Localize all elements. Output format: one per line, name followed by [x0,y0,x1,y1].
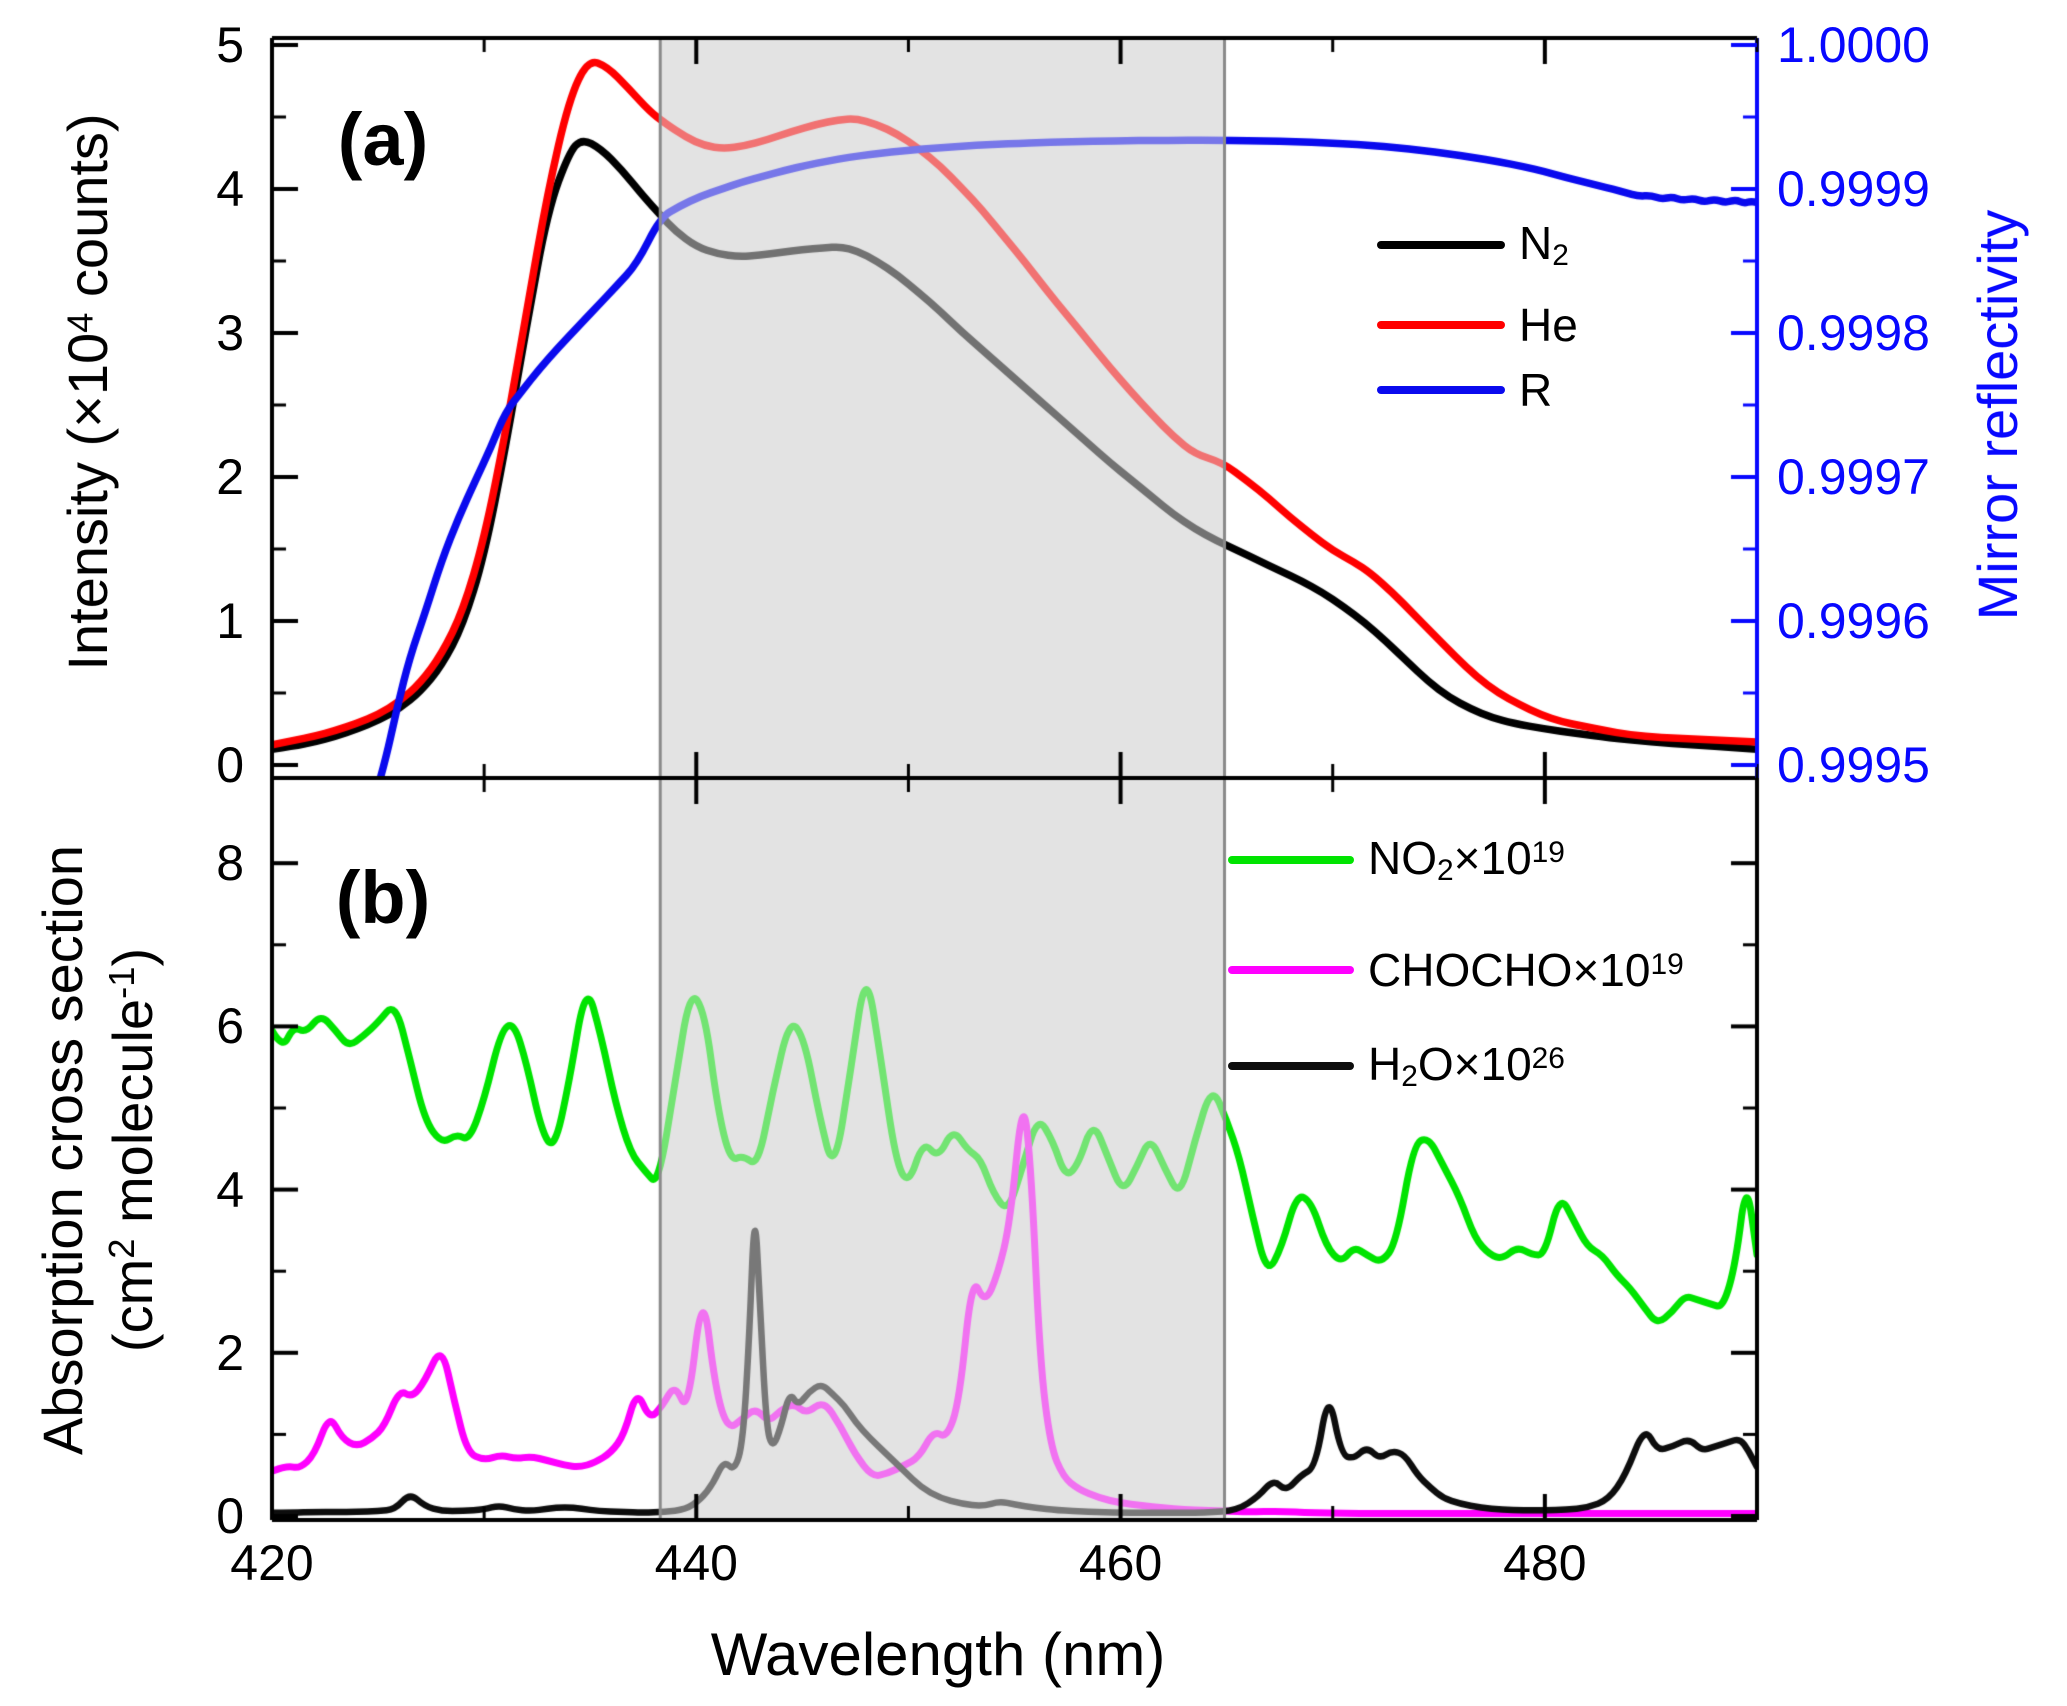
panel-b-y-axis-title: Absorption cross section (cm2 molecule-1… [28,845,168,1455]
panel-b-legend: NO2×1019 CHOCHO×1019 H2O×1026 [1228,820,1684,1106]
panel-b-y-axis-title-line2: (cm2 molecule-1) [100,947,164,1353]
panel-b-legend-item-CHOCHO×10^19: CHOCHO×1019 [1228,930,1684,1010]
panel-a-right-tick-label-1.0000: 1.0000 [1777,17,1930,73]
panel-a-legend-swatch-He [1377,321,1505,329]
panel-a-y-tick-label-4: 4 [216,161,244,217]
panel-a-right-tick-label-0.9998: 0.9998 [1777,305,1930,361]
panel-b-legend-item-NO2×10^19: NO2×1019 [1228,820,1684,900]
panel-a-right-tick-label-0.9995: 0.9995 [1777,737,1930,793]
panel-a-y-tick-label-2: 2 [216,449,244,505]
panel-b-legend-swatch-H2O×10^26 [1228,1062,1354,1070]
panel-a-legend-label-N2: N2 [1519,216,1569,272]
panel-a-legend-item-R: R [1377,360,1578,420]
panel-b-legend-label-H2O×10^26: H2O×1026 [1368,1037,1565,1093]
panel-a-y-tick-label-3: 3 [216,305,244,361]
panel-b-label: (b) [335,856,431,939]
x-axis-tick-label-480: 480 [1503,1535,1587,1591]
panel-b-legend-item-H2O×10^26: H2O×1026 [1228,1026,1684,1106]
panel-b-y-tick-label-6: 6 [216,998,244,1055]
x-axis-tick-label-460: 460 [1078,1535,1163,1591]
panel-a-legend-item-N2: N2 [1377,215,1578,275]
panel-b-legend-swatch-NO2×10^19 [1228,856,1354,864]
panel-a-right-tick-label-0.9999: 0.9999 [1777,161,1930,217]
panel-b-legend-swatch-CHOCHO×10^19 [1228,966,1354,974]
panel-a-right-tick-label-0.9997: 0.9997 [1777,449,1930,505]
panel-a-legend-label-He: He [1519,299,1578,351]
panel-a-right-axis-title: Mirror reflectivity [1966,209,2029,621]
panel-a-y-tick-label-1: 1 [216,593,244,649]
panel-b-y-tick-label-0: 0 [216,1488,244,1544]
panel-a-y-tick-label-0: 0 [216,737,244,793]
panel-b-y-tick-label-2: 2 [216,1324,244,1381]
panel-a-right-tick-label-0.9996: 0.9996 [1777,593,1930,649]
x-axis-tick-label-440: 440 [654,1535,738,1591]
panel-b-legend-label-NO2×10^19: NO2×1019 [1368,831,1565,887]
panel-b-y-tick-label-4: 4 [216,1161,244,1218]
panel-a-legend: N2 He R [1377,215,1578,420]
panel-a-label: (a) [337,98,429,181]
panel-a-legend-swatch-R [1377,386,1505,394]
panel-a-legend-label-R: R [1519,364,1553,416]
panel-a-legend-item-He: He [1377,295,1578,355]
panel-b-y-axis-title-line1: Absorption cross section [31,844,94,1456]
panel-a-y-tick-label-5: 5 [216,17,244,73]
panel-b-legend-label-CHOCHO×10^19: CHOCHO×1019 [1368,944,1684,996]
panel-a-legend-swatch-N2 [1377,241,1505,249]
x-axis-tick-label-420: 420 [230,1535,314,1591]
x-axis-title: Wavelength (nm) [710,1621,1166,1688]
panel-b-y-tick-label-8: 8 [216,835,244,892]
panel-a-y-axis-title: Intensity (×104 counts) [56,113,119,671]
